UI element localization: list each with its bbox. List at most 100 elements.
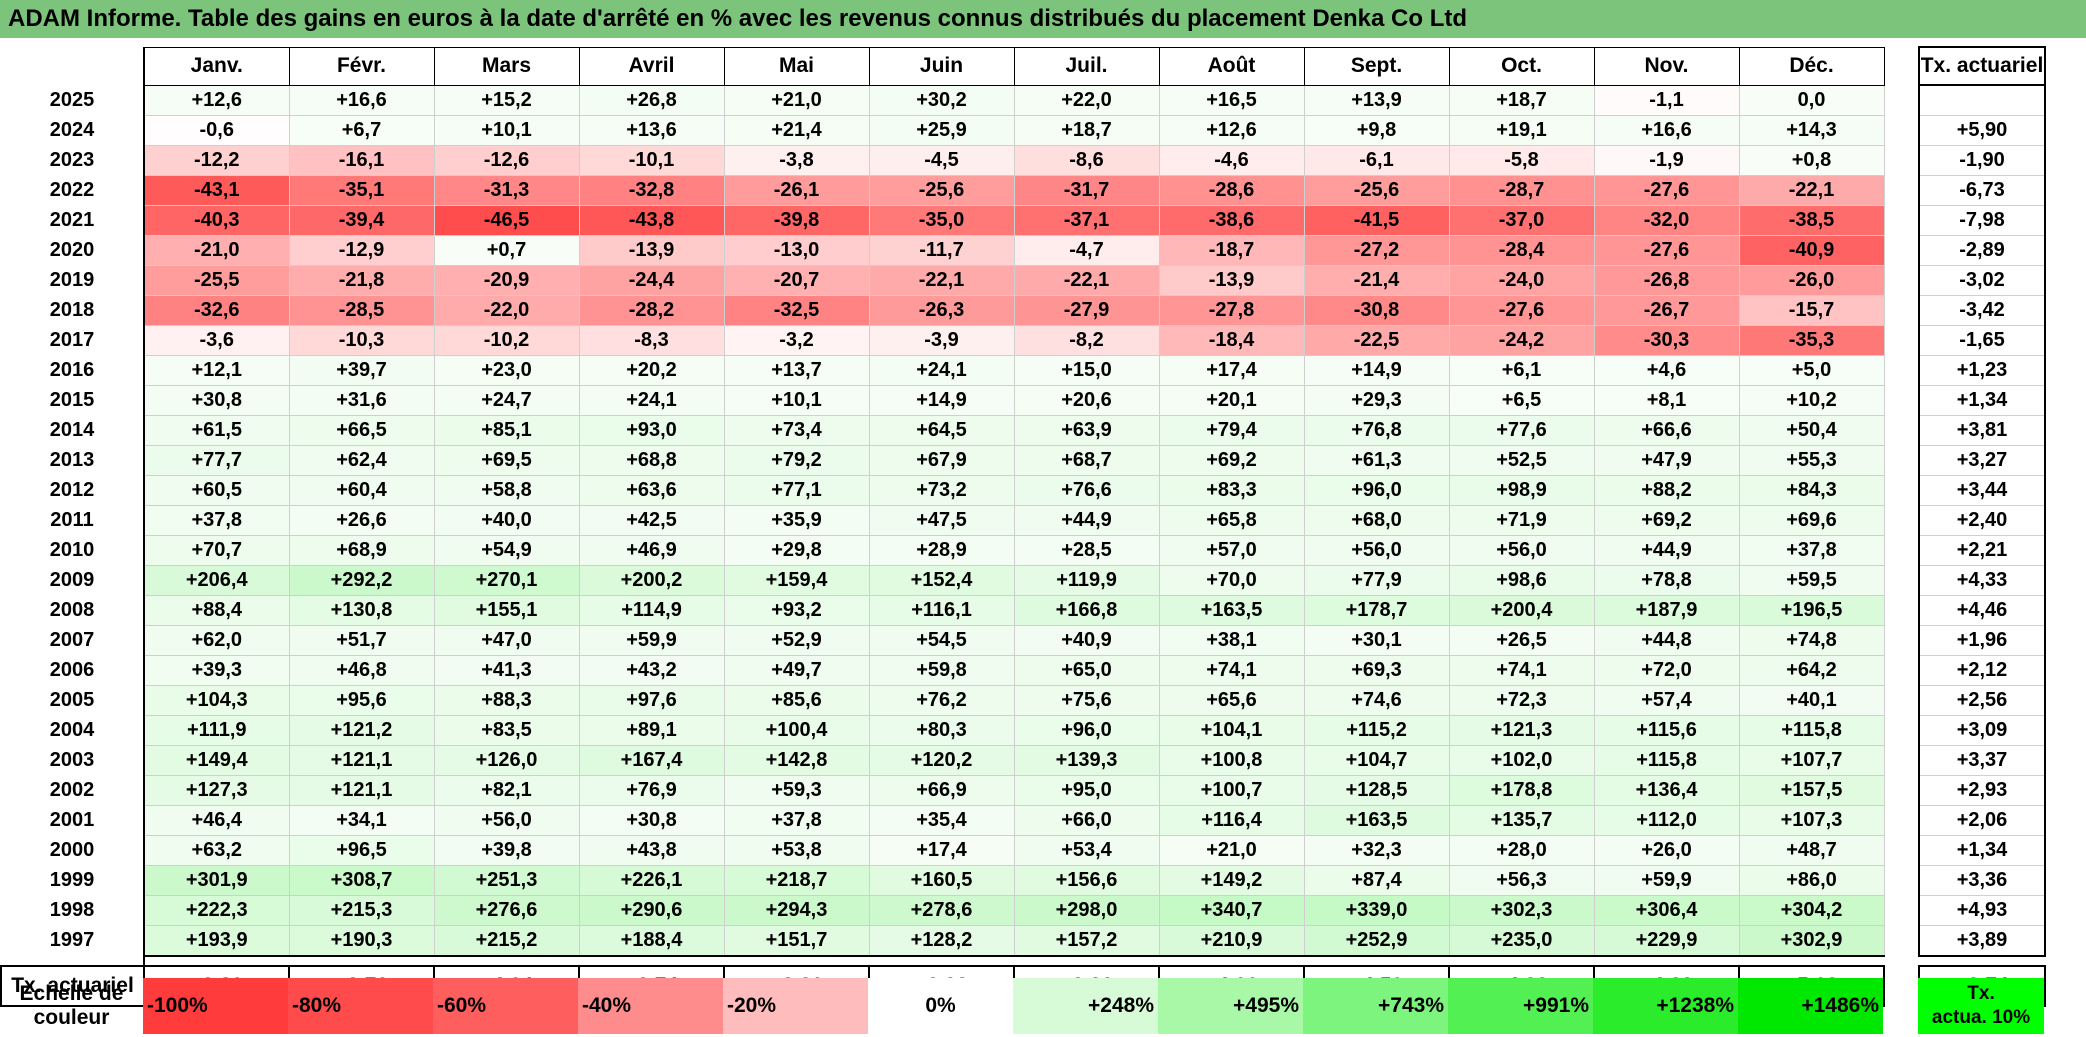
month-header: Sept. xyxy=(1303,46,1450,86)
gain-cell: +24,7 xyxy=(433,385,580,416)
column-gap xyxy=(1884,445,1919,476)
gain-cell: +55,3 xyxy=(1738,445,1885,476)
gain-cell: +76,6 xyxy=(1013,475,1160,506)
gain-cell: -25,6 xyxy=(868,175,1015,206)
gain-cell: +38,1 xyxy=(1158,625,1305,656)
table-row: 1997 +193,9 +190,3 +215,2 +188,4 +151,7 +128,2… xyxy=(1,925,2046,957)
column-gap xyxy=(1884,966,1919,1006)
month-header: Févr. xyxy=(288,46,435,86)
gain-cell: -27,9 xyxy=(1013,295,1160,326)
actuarial-rate: +1,23 xyxy=(1918,355,2046,386)
gain-cell: +159,4 xyxy=(723,565,870,596)
gain-cell: +196,5 xyxy=(1738,595,1885,626)
gain-cell: -27,2 xyxy=(1303,235,1450,266)
gain-cell: +43,8 xyxy=(578,835,725,866)
spacer-cell xyxy=(1014,956,1159,966)
gain-cell: -27,6 xyxy=(1593,175,1740,206)
gain-cell: +49,7 xyxy=(723,655,870,686)
gain-cell: +97,6 xyxy=(578,685,725,716)
gain-cell: -26,1 xyxy=(723,175,870,206)
gain-cell: +4,6 xyxy=(1593,355,1740,386)
gain-cell: -24,2 xyxy=(1448,325,1595,356)
gain-cell: +17,4 xyxy=(868,835,1015,866)
color-scale-label-line2: couleur xyxy=(33,1006,110,1029)
gain-cell: +155,1 xyxy=(433,595,580,626)
gain-cell: +6,1 xyxy=(1448,355,1595,386)
gain-cell: +104,3 xyxy=(143,685,290,716)
gain-cell: +100,7 xyxy=(1158,775,1305,806)
actuarial-rate: +2,06 xyxy=(1918,805,2046,836)
table-row: 2009 +206,4 +292,2 +270,1 +200,2 +159,4 +152,4… xyxy=(1,565,2046,596)
actuarial-scale-line1: Tx. xyxy=(1967,983,1995,1004)
gain-cell: +115,8 xyxy=(1593,745,1740,776)
gain-cell: +57,4 xyxy=(1593,685,1740,716)
gain-cell: +210,9 xyxy=(1158,925,1305,957)
gain-cell: +79,2 xyxy=(723,445,870,476)
gain-cell: +44,9 xyxy=(1593,535,1740,566)
actuarial-rate: +5,90 xyxy=(1918,115,2046,146)
gain-cell: +26,0 xyxy=(1593,835,1740,866)
actuarial-rate: +4,46 xyxy=(1918,595,2046,626)
gain-cell: -26,0 xyxy=(1738,265,1885,296)
gain-cell: -21,4 xyxy=(1303,265,1450,296)
separator-row xyxy=(1,956,2045,966)
year-label: 2023 xyxy=(1,145,145,176)
gain-cell: +62,0 xyxy=(143,625,290,656)
gain-cell: +23,0 xyxy=(433,355,580,386)
gain-cell: -12,2 xyxy=(143,145,290,176)
color-scale-swatch: +248% xyxy=(1013,978,1158,1034)
gain-cell: +30,8 xyxy=(578,805,725,836)
gain-cell: +6,5 xyxy=(1448,385,1595,416)
gain-cell: +290,6 xyxy=(578,895,725,926)
gain-cell: +71,9 xyxy=(1448,505,1595,536)
gain-cell: -38,5 xyxy=(1738,205,1885,236)
gain-cell: +157,5 xyxy=(1738,775,1885,806)
gain-cell: +63,6 xyxy=(578,475,725,506)
gain-cell: +40,0 xyxy=(433,505,580,536)
gain-cell: +93,0 xyxy=(578,415,725,446)
gain-cell: +47,9 xyxy=(1593,445,1740,476)
gain-cell: +200,4 xyxy=(1448,595,1595,626)
gain-cell: +25,9 xyxy=(868,115,1015,146)
spacer-cell xyxy=(144,956,289,966)
gain-cell: +70,7 xyxy=(143,535,290,566)
gain-cell: -8,6 xyxy=(1013,145,1160,176)
gain-cell: +21,0 xyxy=(723,84,870,116)
gain-cell: +43,2 xyxy=(578,655,725,686)
gain-cell: +35,9 xyxy=(723,505,870,536)
gain-cell: +53,4 xyxy=(1013,835,1160,866)
gain-cell: +206,4 xyxy=(143,565,290,596)
gain-cell: +22,0 xyxy=(1013,84,1160,116)
gain-cell: +13,6 xyxy=(578,115,725,146)
gain-cell: +61,3 xyxy=(1303,445,1450,476)
gain-cell: -28,2 xyxy=(578,295,725,326)
column-gap xyxy=(1884,505,1919,536)
gain-cell: -4,5 xyxy=(868,145,1015,176)
gain-cell: +69,5 xyxy=(433,445,580,476)
gain-cell: +100,4 xyxy=(723,715,870,746)
gain-cell: +95,0 xyxy=(1013,775,1160,806)
gain-cell: -27,6 xyxy=(1448,295,1595,326)
year-label: 2013 xyxy=(1,445,145,476)
gain-cell: +88,2 xyxy=(1593,475,1740,506)
gain-cell: +215,2 xyxy=(433,925,580,957)
gain-cell: +26,5 xyxy=(1448,625,1595,656)
gain-cell: +59,5 xyxy=(1738,565,1885,596)
table-row: 1999 +301,9 +308,7 +251,3 +226,1 +218,7 +160,5… xyxy=(1,865,2046,896)
report-title: ADAM Informe. Table des gains en euros à… xyxy=(0,0,2086,38)
gain-cell: +59,8 xyxy=(868,655,1015,686)
gain-cell: +135,7 xyxy=(1448,805,1595,836)
actuarial-rate: +3,36 xyxy=(1918,865,2046,896)
year-label: 2015 xyxy=(1,385,145,416)
gain-cell: +107,3 xyxy=(1738,805,1885,836)
gain-cell: +69,3 xyxy=(1303,655,1450,686)
gain-cell: +151,7 xyxy=(723,925,870,957)
column-gap xyxy=(1884,475,1919,506)
gain-cell: +58,8 xyxy=(433,475,580,506)
gain-cell: -31,3 xyxy=(433,175,580,206)
gain-cell: +218,7 xyxy=(723,865,870,896)
column-gap xyxy=(1884,865,1919,896)
year-label: 1999 xyxy=(1,865,145,896)
gain-cell: +65,0 xyxy=(1013,655,1160,686)
gain-cell: +60,5 xyxy=(143,475,290,506)
